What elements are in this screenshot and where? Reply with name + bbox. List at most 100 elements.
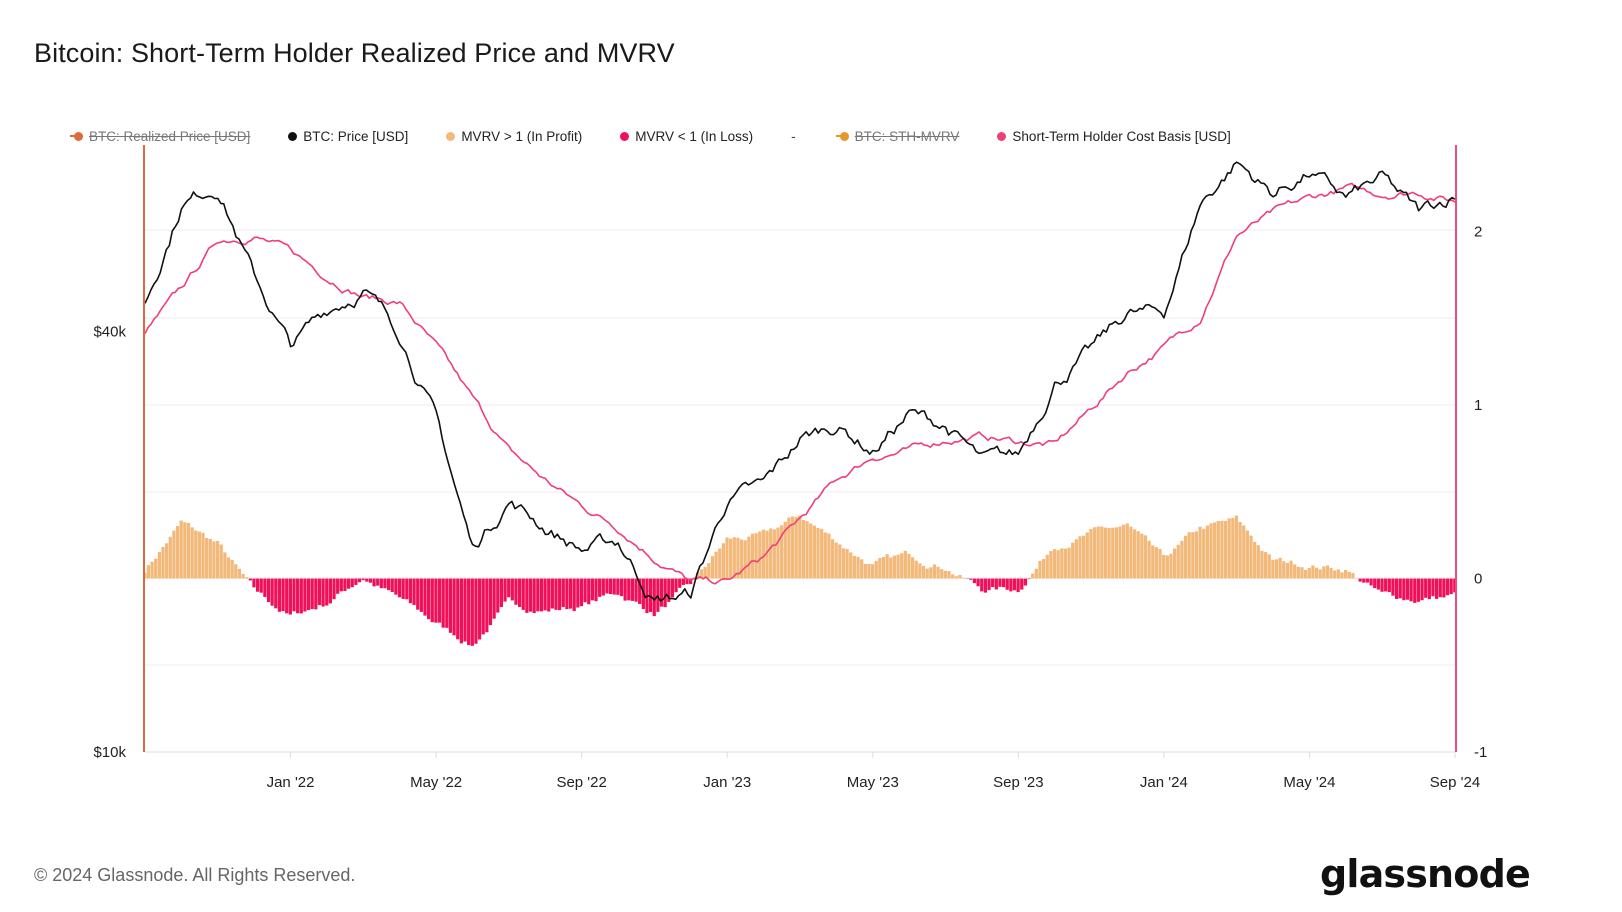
mvrv-bar — [670, 578, 675, 598]
mvrv-bar — [1347, 571, 1351, 579]
x-tick-label: Jan '22 — [267, 774, 315, 791]
mvrv-bar — [594, 578, 598, 602]
mvrv-bar — [721, 543, 725, 579]
legend-item-mvrv-loss[interactable]: MVRV < 1 (In Loss) — [620, 129, 753, 144]
mvrv-bar — [488, 578, 493, 626]
legend-dot-mvrv-profit — [446, 131, 456, 141]
mvrv-bar — [459, 578, 463, 644]
legend-item-sth-cost-basis[interactable]: Short-Term Holder Cost Basis [USD] — [997, 129, 1231, 144]
mvrv-bar — [852, 555, 856, 579]
mvrv-bar — [616, 578, 620, 595]
mvrv-bar — [1223, 520, 1228, 579]
mvrv-bar — [496, 578, 500, 613]
mvrv-bar — [1409, 578, 1413, 602]
mvrv-bar — [1391, 578, 1395, 596]
mvrv-bar — [929, 567, 933, 579]
mvrv-bar — [1194, 531, 1199, 579]
mvrv-bar — [1078, 536, 1082, 579]
mvrv-bar — [1289, 560, 1293, 579]
mvrv-bar — [190, 527, 194, 579]
mvrv-bar — [685, 578, 689, 585]
mvrv-bar — [689, 578, 693, 585]
mvrv-bar — [1242, 525, 1246, 579]
mvrv-bar — [1187, 532, 1191, 579]
mvrv-bar — [1431, 578, 1435, 597]
mvrv-bar — [801, 519, 806, 579]
mvrv-bar — [157, 552, 161, 579]
chart-axes: $40k $10k 2 1 0 -1 Jan '22 May '22 Sep '22 Jan '2… — [93, 145, 1487, 791]
mvrv-bar — [1373, 578, 1377, 589]
mvrv-bar — [1336, 569, 1340, 579]
mvrv-bar — [1183, 535, 1188, 579]
mvrv-bar — [365, 578, 369, 582]
mvrv-bar — [357, 578, 362, 583]
mvrv-bar — [663, 578, 667, 608]
mvrv-bar — [561, 578, 565, 608]
mvrv-bar — [1413, 578, 1417, 603]
legend-dot-sth-mvrv — [839, 131, 849, 141]
mvrv-bar — [437, 578, 442, 623]
y-right-tick-label: 0 — [1474, 571, 1482, 588]
mvrv-bar — [725, 537, 729, 579]
mvrv-bar — [1092, 527, 1097, 579]
mvrv-bar — [1231, 517, 1235, 579]
mvrv-bar — [336, 578, 340, 594]
mvrv-bar — [972, 578, 977, 584]
mvrv-bar — [1351, 572, 1355, 579]
mvrv-bar — [1267, 554, 1271, 579]
mvrv-bar — [1060, 548, 1064, 579]
mvrv-bar — [1085, 532, 1089, 579]
mvrv-bar — [761, 529, 766, 579]
mvrv-bar — [1449, 578, 1453, 595]
mvrv-bar — [401, 578, 405, 599]
mvrv-bar — [1234, 515, 1239, 579]
legend-label-mvrv-loss: MVRV < 1 (In Loss) — [635, 128, 754, 144]
mvrv-bar — [1325, 565, 1330, 579]
legend-label-realized-price: BTC: Realized Price [USD] — [89, 128, 251, 144]
chart-gridlines — [145, 229, 1455, 753]
mvrv-bar — [652, 578, 656, 617]
mvrv-bar — [317, 578, 322, 606]
legend-line-sth-mvrv — [835, 135, 843, 137]
mvrv-bar — [638, 578, 642, 604]
legend-dot-mvrv-loss — [620, 131, 630, 141]
mvrv-bar — [998, 578, 1002, 587]
mvrv-bar — [1296, 566, 1300, 579]
mvrv-bar — [1165, 555, 1169, 579]
mvrv-bar — [536, 578, 540, 612]
mvrv-bar — [543, 578, 547, 611]
legend-item-realized-price[interactable]: BTC: Realized Price [USD] — [70, 129, 250, 144]
mvrv-bar — [1100, 526, 1104, 579]
mvrv-bar — [1118, 526, 1122, 579]
mvrv-bar — [758, 531, 762, 579]
mvrv-bar — [1424, 578, 1428, 598]
mvrv-bar — [1398, 578, 1402, 599]
mvrv-bar — [921, 565, 926, 579]
mvrv-bar — [386, 578, 391, 591]
chart-title: Bitcoin: Short-Term Holder Realized Pric… — [34, 38, 675, 68]
legend-item-mvrv-profit[interactable]: MVRV > 1 (In Profit) — [446, 129, 582, 144]
mvrv-bar — [1151, 545, 1155, 579]
mvrv-bar — [339, 578, 343, 592]
mvrv-bar — [372, 578, 376, 587]
mvrv-bar — [547, 578, 551, 612]
mvrv-bar — [255, 578, 260, 592]
mvrv-bar — [1038, 560, 1042, 579]
legend-item-btc-price[interactable]: BTC: Price [USD] — [288, 129, 408, 144]
mvrv-bar — [1442, 578, 1446, 598]
mvrv-bar — [1169, 553, 1173, 579]
mvrv-bar — [1263, 552, 1268, 579]
mvrv-bar — [1205, 525, 1209, 579]
legend-item-sth-mvrv[interactable]: BTC: STH-MVRV — [835, 129, 959, 144]
mvrv-bar — [528, 578, 533, 612]
mvrv-bar — [1071, 542, 1075, 579]
mvrv-bar — [903, 550, 907, 579]
mvrv-bar — [328, 578, 332, 604]
mvrv-bar — [1103, 527, 1108, 579]
mvrv-bars — [143, 515, 1457, 646]
x-tick-label: Jan '24 — [1140, 774, 1188, 791]
mvrv-bar — [1202, 528, 1206, 579]
mvrv-bar — [343, 578, 347, 591]
mvrv-bar — [1067, 547, 1071, 579]
